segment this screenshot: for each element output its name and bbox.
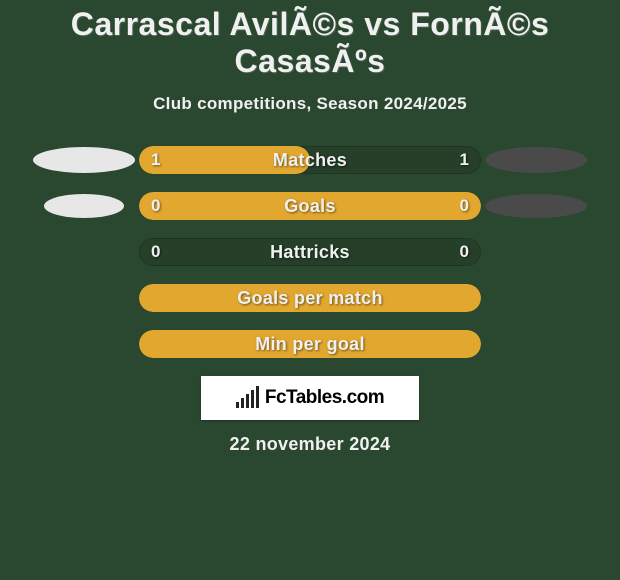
left-ellipse-slot [29,147,139,173]
footer-logo: FcTables.com [201,376,419,420]
stat-row: Min per goal [0,330,620,358]
player-left-ellipse [33,147,135,173]
page-title: Carrascal AvilÃ©s vs FornÃ©s CasasÃºs [0,6,620,80]
stat-bar: 11Matches [139,146,481,174]
stat-label: Hattricks [139,238,481,266]
stat-label: Goals [139,192,481,220]
player-left-ellipse [44,194,124,218]
stat-label: Matches [139,146,481,174]
stat-label: Goals per match [139,284,481,312]
comparison-card: Carrascal AvilÃ©s vs FornÃ©s CasasÃºs Cl… [0,0,620,580]
stat-label: Min per goal [139,330,481,358]
right-ellipse-slot [481,147,591,173]
player-right-ellipse [485,194,587,218]
stat-bar: 00Goals [139,192,481,220]
stats-container: 11Matches 00Goals 00Hattricks Goals per mat… [0,146,620,358]
right-ellipse-slot [481,194,591,218]
stat-bar: 00Hattricks [139,238,481,266]
bars-icon [236,388,259,408]
logo-text: FcTables.com [265,387,384,409]
stat-row: 00Hattricks [0,238,620,266]
stat-row: 11Matches [0,146,620,174]
subtitle: Club competitions, Season 2024/2025 [0,94,620,114]
player-right-ellipse [485,147,587,173]
stat-bar: Min per goal [139,330,481,358]
stat-row: 00Goals [0,192,620,220]
left-ellipse-slot [29,194,139,218]
stat-bar: Goals per match [139,284,481,312]
stat-row: Goals per match [0,284,620,312]
footer-date: 22 november 2024 [0,434,620,455]
